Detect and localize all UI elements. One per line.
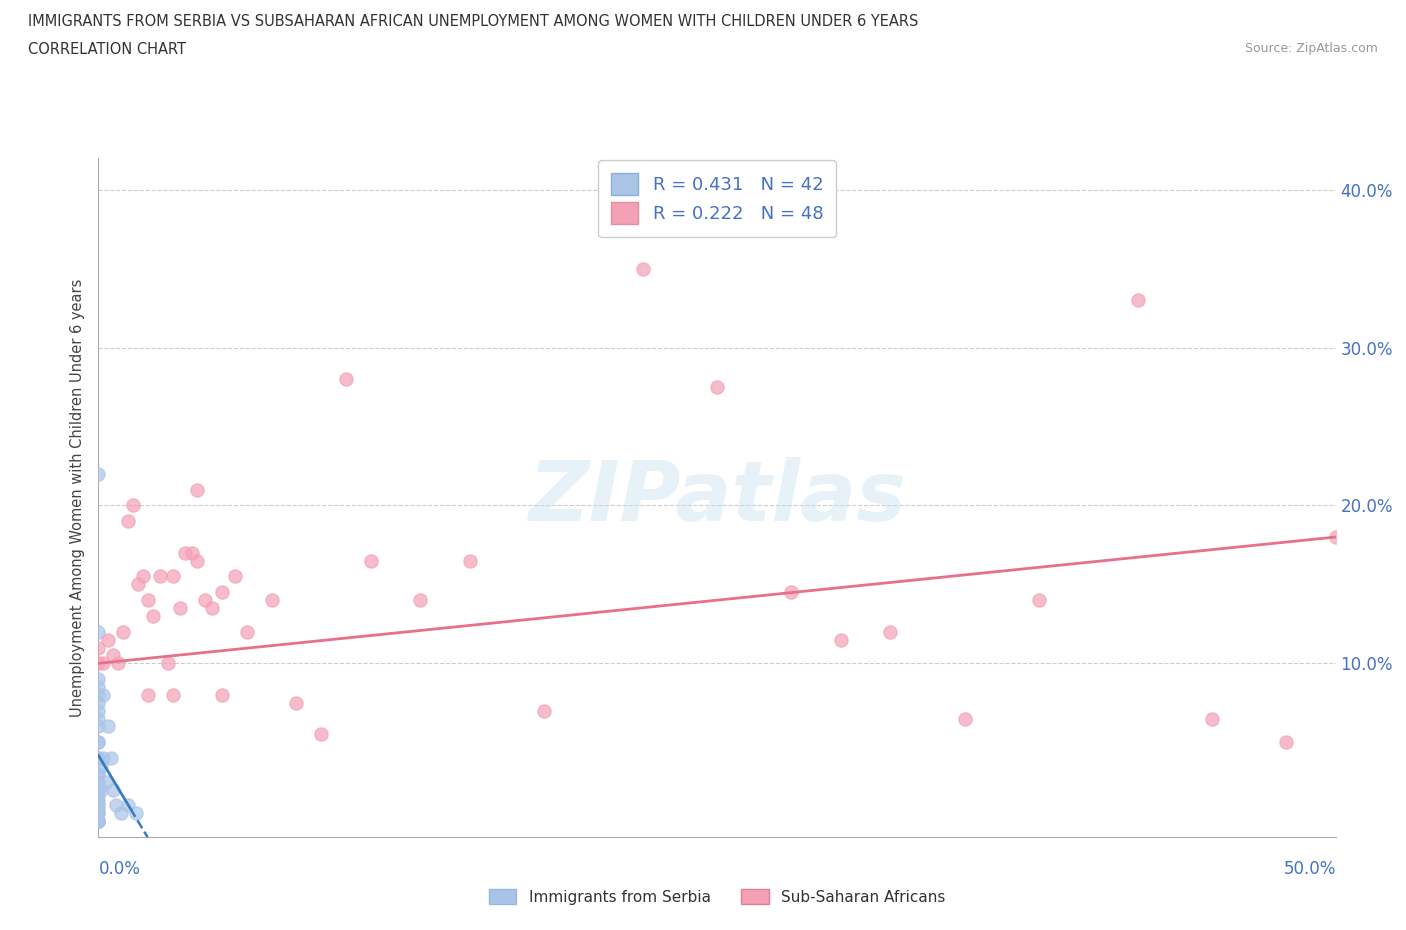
Point [87, 814, 110, 829]
Point [87, 814, 110, 829]
Point [87, 671, 110, 686]
Point [87, 814, 110, 829]
Point [122, 498, 145, 512]
Point [90, 759, 112, 774]
Point [142, 608, 165, 623]
Point [87, 814, 110, 829]
Point [93, 751, 115, 765]
Point [309, 727, 332, 742]
Point [87, 735, 110, 750]
Point [100, 751, 122, 765]
Point [201, 601, 224, 616]
Point [136, 687, 159, 702]
Point [186, 483, 208, 498]
Point [1324, 529, 1347, 544]
Point [103, 648, 125, 663]
Point [186, 553, 208, 568]
Point [1275, 735, 1298, 750]
Point [87, 795, 110, 810]
Point [87, 806, 110, 821]
Point [335, 372, 357, 387]
Point [780, 585, 803, 600]
Y-axis label: Unemployment Among Women with Children Under 6 years: Unemployment Among Women with Children U… [70, 278, 86, 717]
Point [162, 569, 184, 584]
Point [93, 656, 115, 671]
Text: CORRELATION CHART: CORRELATION CHART [28, 42, 186, 57]
Text: ZIPatlas: ZIPatlas [529, 457, 905, 538]
Point [87, 766, 110, 781]
Point [94, 775, 117, 790]
Point [87, 814, 110, 829]
Point [87, 751, 110, 765]
Point [156, 656, 179, 671]
Point [104, 798, 127, 813]
Point [260, 592, 283, 607]
Point [169, 601, 191, 616]
Point [87, 711, 110, 726]
Text: Source: ZipAtlas.com: Source: ZipAtlas.com [1244, 42, 1378, 55]
Point [97, 632, 120, 647]
Point [124, 806, 146, 821]
Point [87, 640, 110, 655]
Point [458, 553, 481, 568]
Point [87, 814, 110, 829]
Point [87, 782, 110, 797]
Point [181, 545, 204, 560]
Legend: Immigrants from Serbia, Sub-Saharan Africans: Immigrants from Serbia, Sub-Saharan Afri… [482, 883, 952, 910]
Point [112, 624, 135, 639]
Point [87, 798, 110, 813]
Point [533, 703, 555, 718]
Point [97, 719, 120, 734]
Point [162, 687, 184, 702]
Point [117, 798, 139, 813]
Point [87, 801, 110, 816]
Point [93, 687, 115, 702]
Point [1028, 592, 1050, 607]
Point [1201, 711, 1223, 726]
Point [87, 790, 110, 805]
Point [149, 569, 172, 584]
Point [87, 735, 110, 750]
Point [285, 696, 308, 711]
Point [90, 782, 112, 797]
Point [87, 680, 110, 695]
Point [127, 577, 149, 591]
Point [117, 513, 139, 528]
Point [236, 624, 259, 639]
Point [87, 782, 110, 797]
Point [879, 624, 901, 639]
Point [87, 467, 110, 482]
Point [87, 751, 110, 765]
Text: IMMIGRANTS FROM SERBIA VS SUBSAHARAN AFRICAN UNEMPLOYMENT AMONG WOMEN WITH CHILD: IMMIGRANTS FROM SERBIA VS SUBSAHARAN AFR… [28, 14, 918, 29]
Point [409, 592, 432, 607]
Point [132, 569, 155, 584]
Point [87, 687, 110, 702]
Text: 50.0%: 50.0% [1284, 860, 1336, 878]
Point [953, 711, 976, 726]
Text: 0.0%: 0.0% [98, 860, 141, 878]
Point [107, 656, 129, 671]
Point [194, 592, 217, 607]
Point [87, 775, 110, 790]
Point [360, 553, 382, 568]
Point [136, 592, 159, 607]
Point [87, 703, 110, 718]
Point [706, 379, 728, 394]
Point [174, 545, 197, 560]
Point [87, 656, 110, 671]
Point [103, 782, 125, 797]
Point [87, 719, 110, 734]
Point [87, 766, 110, 781]
Point [87, 696, 110, 711]
Point [830, 632, 852, 647]
Point [631, 261, 654, 276]
Point [211, 585, 233, 600]
Point [87, 806, 110, 821]
Point [1126, 293, 1149, 308]
Point [87, 624, 110, 639]
Point [224, 569, 246, 584]
Point [211, 687, 233, 702]
Point [110, 806, 132, 821]
